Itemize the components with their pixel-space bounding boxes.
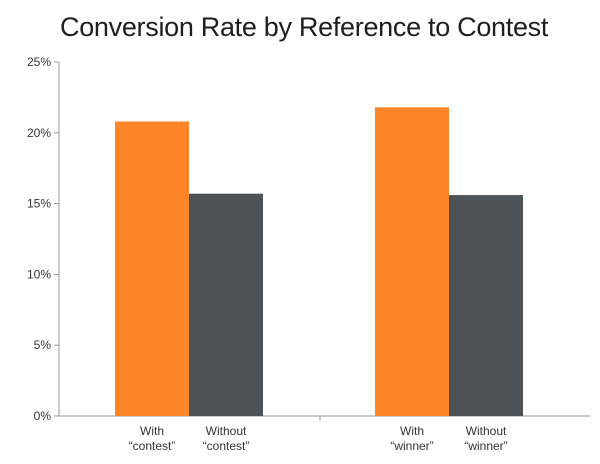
- y-tick-label: 15%: [27, 197, 51, 211]
- bar: [115, 121, 189, 417]
- category-label: With “winner”: [390, 424, 433, 453]
- bar: [375, 107, 449, 416]
- category-label-line: “winner”: [464, 439, 507, 453]
- category-label-line: Without: [206, 424, 247, 438]
- category-label-line: “winner”: [390, 439, 433, 453]
- y-tick-label: 0%: [34, 409, 52, 423]
- category-label-line: With: [140, 424, 164, 438]
- y-tick-label: 5%: [34, 338, 52, 352]
- category-label-line: Without: [466, 424, 507, 438]
- category-label-line: “contest”: [129, 439, 176, 453]
- category-label: Without “winner”: [464, 424, 507, 453]
- category-label-line: With: [400, 424, 424, 438]
- category-label-line: “contest”: [203, 439, 250, 453]
- labels: With “contest”Without “contest”With “winner…: [129, 424, 508, 453]
- y-tick-label: 25%: [27, 55, 51, 69]
- bar: [189, 193, 263, 416]
- category-label: With “contest”: [129, 424, 176, 453]
- bar: [449, 195, 523, 416]
- chart-title: Conversion Rate by Reference to Contest: [60, 12, 549, 42]
- y-tick-label: 20%: [27, 126, 51, 140]
- axes: 0% 5% 10% 15% 20% 25%: [27, 55, 590, 423]
- category-label: Without “contest”: [203, 424, 250, 453]
- y-tick-label: 10%: [27, 267, 51, 281]
- bars: [115, 107, 523, 417]
